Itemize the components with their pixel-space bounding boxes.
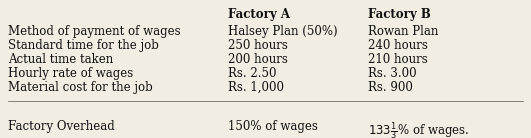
Text: 150% of wages: 150% of wages — [228, 120, 318, 133]
Text: Material cost for the job: Material cost for the job — [8, 81, 153, 94]
Text: Rs. 2.50: Rs. 2.50 — [228, 67, 277, 80]
Text: Rs. 1,000: Rs. 1,000 — [228, 81, 284, 94]
Text: 240 hours: 240 hours — [368, 39, 428, 52]
Text: $133\frac{1}{3}$% of wages.: $133\frac{1}{3}$% of wages. — [368, 120, 469, 138]
Text: Method of payment of wages: Method of payment of wages — [8, 25, 181, 38]
Text: Factory A: Factory A — [228, 8, 290, 21]
Text: Factory B: Factory B — [368, 8, 431, 21]
Text: Actual time taken: Actual time taken — [8, 53, 113, 66]
Text: 200 hours: 200 hours — [228, 53, 288, 66]
Text: 250 hours: 250 hours — [228, 39, 288, 52]
Text: Hourly rate of wages: Hourly rate of wages — [8, 67, 133, 80]
Text: Factory Overhead: Factory Overhead — [8, 120, 115, 133]
Text: Rs. 3.00: Rs. 3.00 — [368, 67, 417, 80]
Text: Standard time for the job: Standard time for the job — [8, 39, 159, 52]
Text: 210 hours: 210 hours — [368, 53, 428, 66]
Text: Rs. 900: Rs. 900 — [368, 81, 413, 94]
Text: Halsey Plan (50%): Halsey Plan (50%) — [228, 25, 338, 38]
Text: Rowan Plan: Rowan Plan — [368, 25, 439, 38]
